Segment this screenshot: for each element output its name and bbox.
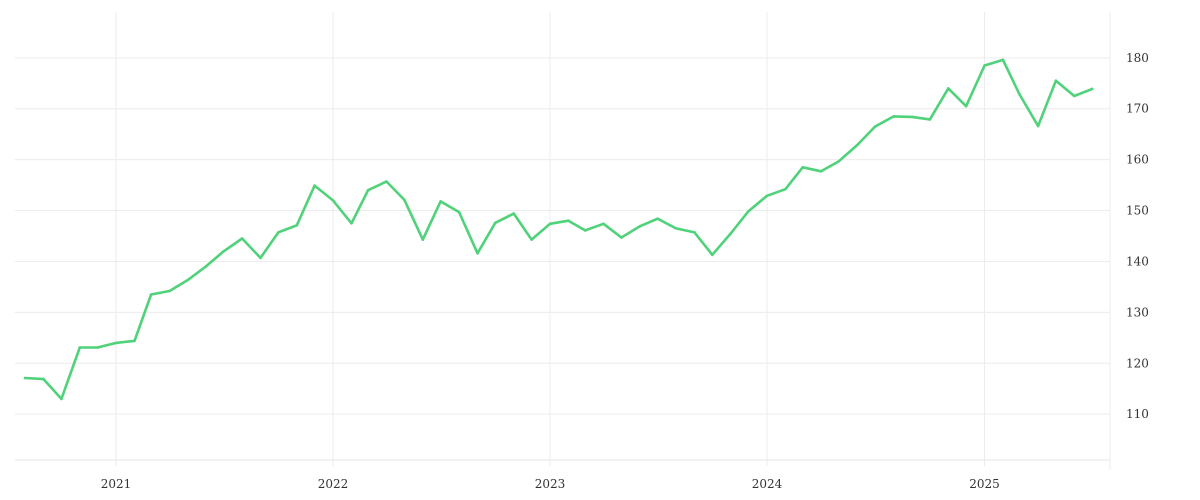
data-point: [729, 232, 733, 235]
data-point: [186, 278, 189, 282]
data-point: [1018, 93, 1021, 96]
y-tick-label: 180: [1126, 51, 1149, 65]
data-point: [403, 198, 406, 202]
data-point: [837, 159, 841, 163]
data-point: [892, 115, 895, 118]
data-point: [693, 231, 696, 234]
y-tick-label: 140: [1126, 254, 1149, 268]
data-point: [295, 224, 299, 227]
y-tick-label: 130: [1126, 305, 1149, 319]
y-axis-ticks: 110 120 130 140 150 160 170 180: [1126, 51, 1149, 421]
y-tick-label: 120: [1126, 356, 1149, 370]
data-point: [711, 253, 714, 257]
data-point: [149, 293, 153, 296]
y-tick-label: 160: [1126, 153, 1149, 167]
data-point: [1036, 124, 1040, 128]
y-tick-label: 110: [1126, 407, 1149, 421]
series-layer: [23, 58, 1094, 401]
data-point: [277, 231, 280, 234]
data-point: [765, 194, 769, 198]
data-point: [656, 217, 659, 220]
data-point: [78, 346, 82, 349]
data-point: [928, 118, 932, 121]
data-point: [366, 188, 370, 192]
data-point: [313, 184, 316, 187]
data-point: [784, 187, 787, 191]
data-point: [421, 238, 425, 241]
data-point: [96, 346, 99, 349]
data-point: [168, 289, 171, 293]
data-point: [947, 87, 950, 90]
x-axis-ticks: 2021 2022 2023 2024 2025: [101, 460, 1000, 491]
data-point: [204, 265, 208, 268]
data-point: [747, 209, 750, 213]
data-point: [856, 143, 859, 147]
data-point: [620, 236, 623, 239]
data-point: [1001, 58, 1005, 62]
data-point: [983, 64, 986, 67]
data-point: [964, 104, 968, 108]
data-point: [583, 229, 587, 232]
y-tick-label: 170: [1126, 102, 1149, 116]
y-tick-label: 150: [1126, 204, 1149, 218]
data-point: [1090, 87, 1094, 91]
data-point: [674, 227, 678, 230]
data-point: [350, 221, 353, 225]
data-point: [457, 210, 461, 214]
data-point: [638, 225, 642, 228]
data-point: [60, 397, 63, 401]
data-point: [873, 125, 877, 128]
data-point: [476, 252, 479, 255]
data-point: [910, 115, 914, 119]
series-line: [23, 58, 1094, 401]
data-point: [819, 170, 823, 173]
data-point: [567, 219, 570, 223]
data-point: [42, 377, 45, 381]
data-point: [222, 249, 225, 253]
grid-layer: [15, 12, 1111, 470]
data-point: [512, 212, 516, 215]
data-point: [240, 237, 244, 240]
data-point: [801, 165, 804, 169]
x-tick-label: 2024: [752, 477, 783, 491]
data-point: [548, 222, 552, 226]
x-tick-label: 2021: [101, 477, 132, 491]
data-point: [439, 200, 442, 203]
data-point: [331, 199, 335, 202]
x-tick-label: 2023: [535, 477, 566, 491]
data-point: [530, 238, 533, 241]
x-tick-label: 2025: [969, 477, 1000, 491]
data-point: [133, 339, 136, 343]
data-point: [1073, 94, 1076, 98]
x-tick-label: 2022: [318, 477, 349, 491]
data-point: [1054, 79, 1058, 83]
data-point: [602, 222, 605, 226]
data-point: [385, 180, 388, 183]
data-point: [114, 341, 118, 345]
data-point: [23, 376, 27, 380]
data-point: [494, 221, 497, 225]
data-point: [259, 256, 262, 260]
